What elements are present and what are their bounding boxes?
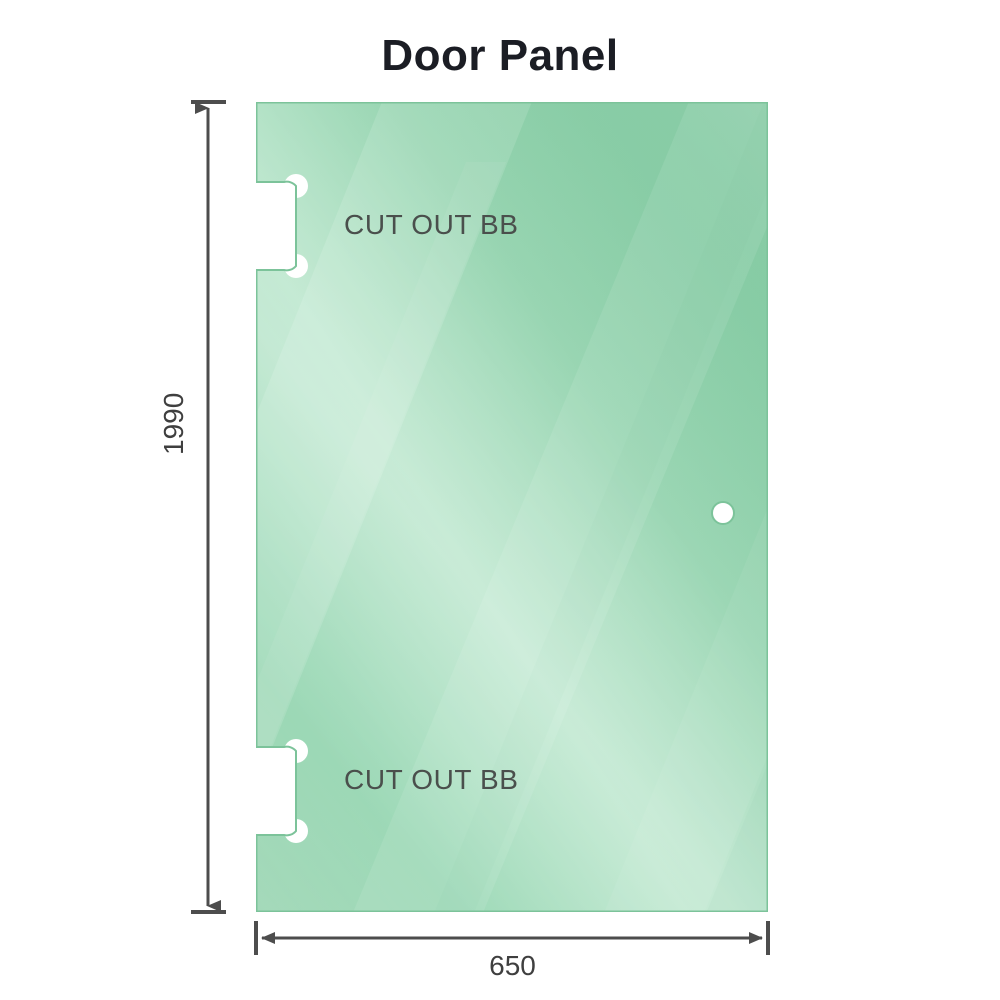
width-dimension-label: 650 bbox=[489, 950, 536, 981]
height-dimension-label: 1990 bbox=[158, 392, 189, 455]
cutout-top-label: CUT OUT BB bbox=[344, 209, 519, 240]
glass-body bbox=[256, 102, 768, 912]
page-title: Door Panel bbox=[381, 31, 619, 80]
height-dimension bbox=[191, 100, 226, 914]
door-panel-graphic bbox=[256, 102, 768, 912]
glass-panel-svg bbox=[256, 102, 768, 912]
cutout-bottom-label: CUT OUT BB bbox=[344, 764, 519, 795]
cutout-outlines bbox=[256, 180, 735, 837]
